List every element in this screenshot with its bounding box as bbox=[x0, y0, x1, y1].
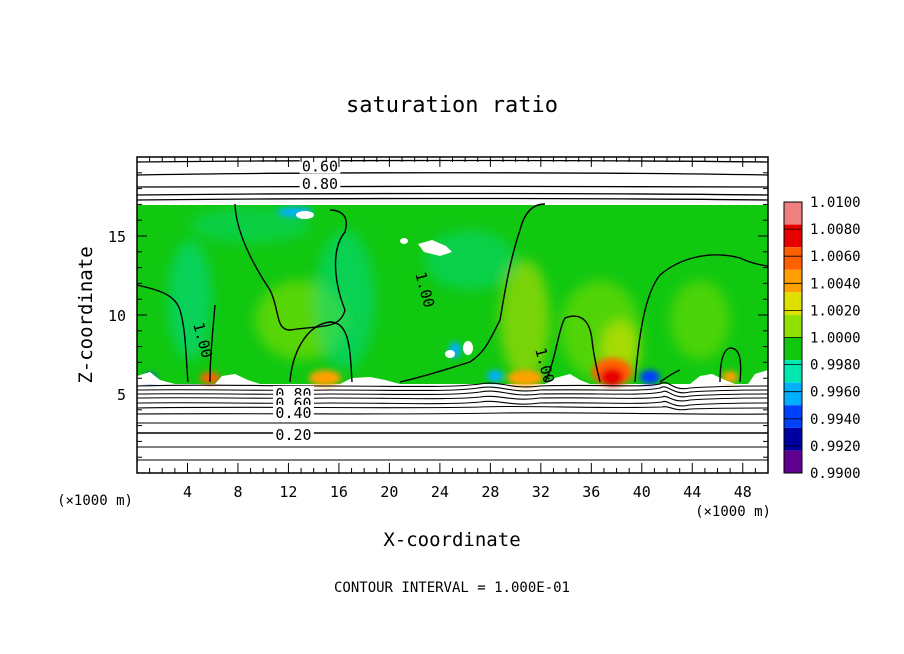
x-tick-label: 44 bbox=[683, 483, 701, 501]
colorbar-label: 0.9960 bbox=[810, 385, 861, 401]
contour-label-group: 0.80 bbox=[299, 175, 341, 193]
contour-label-bg bbox=[299, 175, 341, 191]
contour-label: 0.60 bbox=[302, 157, 338, 175]
axis-ticks bbox=[137, 157, 768, 473]
y-tick-label: 15 bbox=[108, 228, 126, 246]
colorbar-swatch bbox=[784, 337, 802, 361]
y-axis-label: Z-coordinate bbox=[75, 246, 97, 383]
x-tick-label: 24 bbox=[431, 483, 449, 501]
colorbar-label: 0.9900 bbox=[810, 466, 861, 482]
y-tick-label: 10 bbox=[108, 307, 126, 325]
unsaturated-patches bbox=[137, 211, 768, 384]
colorbar-swatch bbox=[784, 224, 802, 248]
x-tick-label: 8 bbox=[233, 483, 242, 501]
contour-label-group: 0.20 bbox=[273, 426, 314, 444]
colorbar-swatch bbox=[784, 450, 802, 473]
colorbar-swatch bbox=[784, 427, 802, 451]
x-unit-label: (×1000 m) bbox=[695, 504, 771, 520]
colorbar-label: 1.0080 bbox=[810, 222, 861, 238]
x-tick-label: 32 bbox=[532, 483, 550, 501]
contour-label: 0.40 bbox=[275, 404, 311, 422]
upper-contours bbox=[137, 159, 768, 201]
y-tick-labels: 5 10 15 bbox=[108, 228, 126, 404]
contour-label: 0.20 bbox=[275, 426, 311, 444]
colorbar-swatch bbox=[784, 314, 802, 338]
colorbar-label: 0.9940 bbox=[810, 412, 861, 428]
x-tick-label: 36 bbox=[582, 483, 600, 501]
colorbar-swatch bbox=[784, 202, 802, 225]
contour-label-bg bbox=[273, 427, 314, 443]
colorbar-swatch bbox=[784, 292, 802, 315]
x-tick-label: 48 bbox=[734, 483, 752, 501]
z-unit-label: (×1000 m) bbox=[57, 493, 133, 509]
plot-field bbox=[137, 157, 768, 473]
x-tick-label: 16 bbox=[330, 483, 348, 501]
x-tick-label: 20 bbox=[380, 483, 398, 501]
colorbar: 1.0100 1.0080 1.0060 1.0040 1.0020 1.0000 0.99… bbox=[783, 195, 861, 482]
field-variations bbox=[168, 207, 730, 380]
colorbar-label: 0.9920 bbox=[810, 439, 861, 455]
colorbar-swatch bbox=[784, 360, 802, 383]
contour-label-bg bbox=[273, 404, 314, 420]
colorbar-label: 1.0060 bbox=[810, 249, 861, 265]
colorbar-label: 1.0000 bbox=[810, 331, 861, 347]
colorbar-label: 0.9980 bbox=[810, 358, 861, 374]
one-contours bbox=[137, 203, 768, 383]
colorbar-label: 1.0020 bbox=[810, 303, 861, 319]
y-tick-label: 5 bbox=[117, 386, 126, 404]
contour-label: 0.80 bbox=[302, 175, 338, 193]
colorbar-swatch bbox=[784, 269, 802, 293]
contour-label-bg bbox=[299, 158, 341, 174]
x-tick-label: 40 bbox=[633, 483, 651, 501]
colorbar-label: 1.0100 bbox=[810, 195, 861, 211]
extreme-spots bbox=[144, 207, 738, 386]
x-tick-label: 28 bbox=[481, 483, 499, 501]
contour-label-group: 0.40 bbox=[273, 404, 314, 422]
x-tick-labels: 4 8 12 16 20 24 28 32 36 40 44 48 bbox=[183, 483, 752, 501]
chart-title: saturation ratio bbox=[346, 93, 558, 118]
colorbar-swatch bbox=[784, 382, 802, 406]
x-tick-label: 4 bbox=[183, 483, 192, 501]
x-tick-label: 12 bbox=[279, 483, 297, 501]
contour-label-group: 0.60 bbox=[299, 157, 341, 175]
colorbar-label: 1.0040 bbox=[810, 276, 861, 292]
contour-labels: 0.600.801.001.001.000.800.600.400.20 bbox=[189, 157, 558, 444]
colorbar-swatch bbox=[784, 247, 802, 270]
lower-contours bbox=[137, 382, 768, 461]
x-axis-label: X-coordinate bbox=[383, 529, 520, 551]
contour-interval-note: CONTOUR INTERVAL = 1.000E-01 bbox=[334, 580, 570, 596]
colorbar-swatch bbox=[784, 405, 802, 428]
